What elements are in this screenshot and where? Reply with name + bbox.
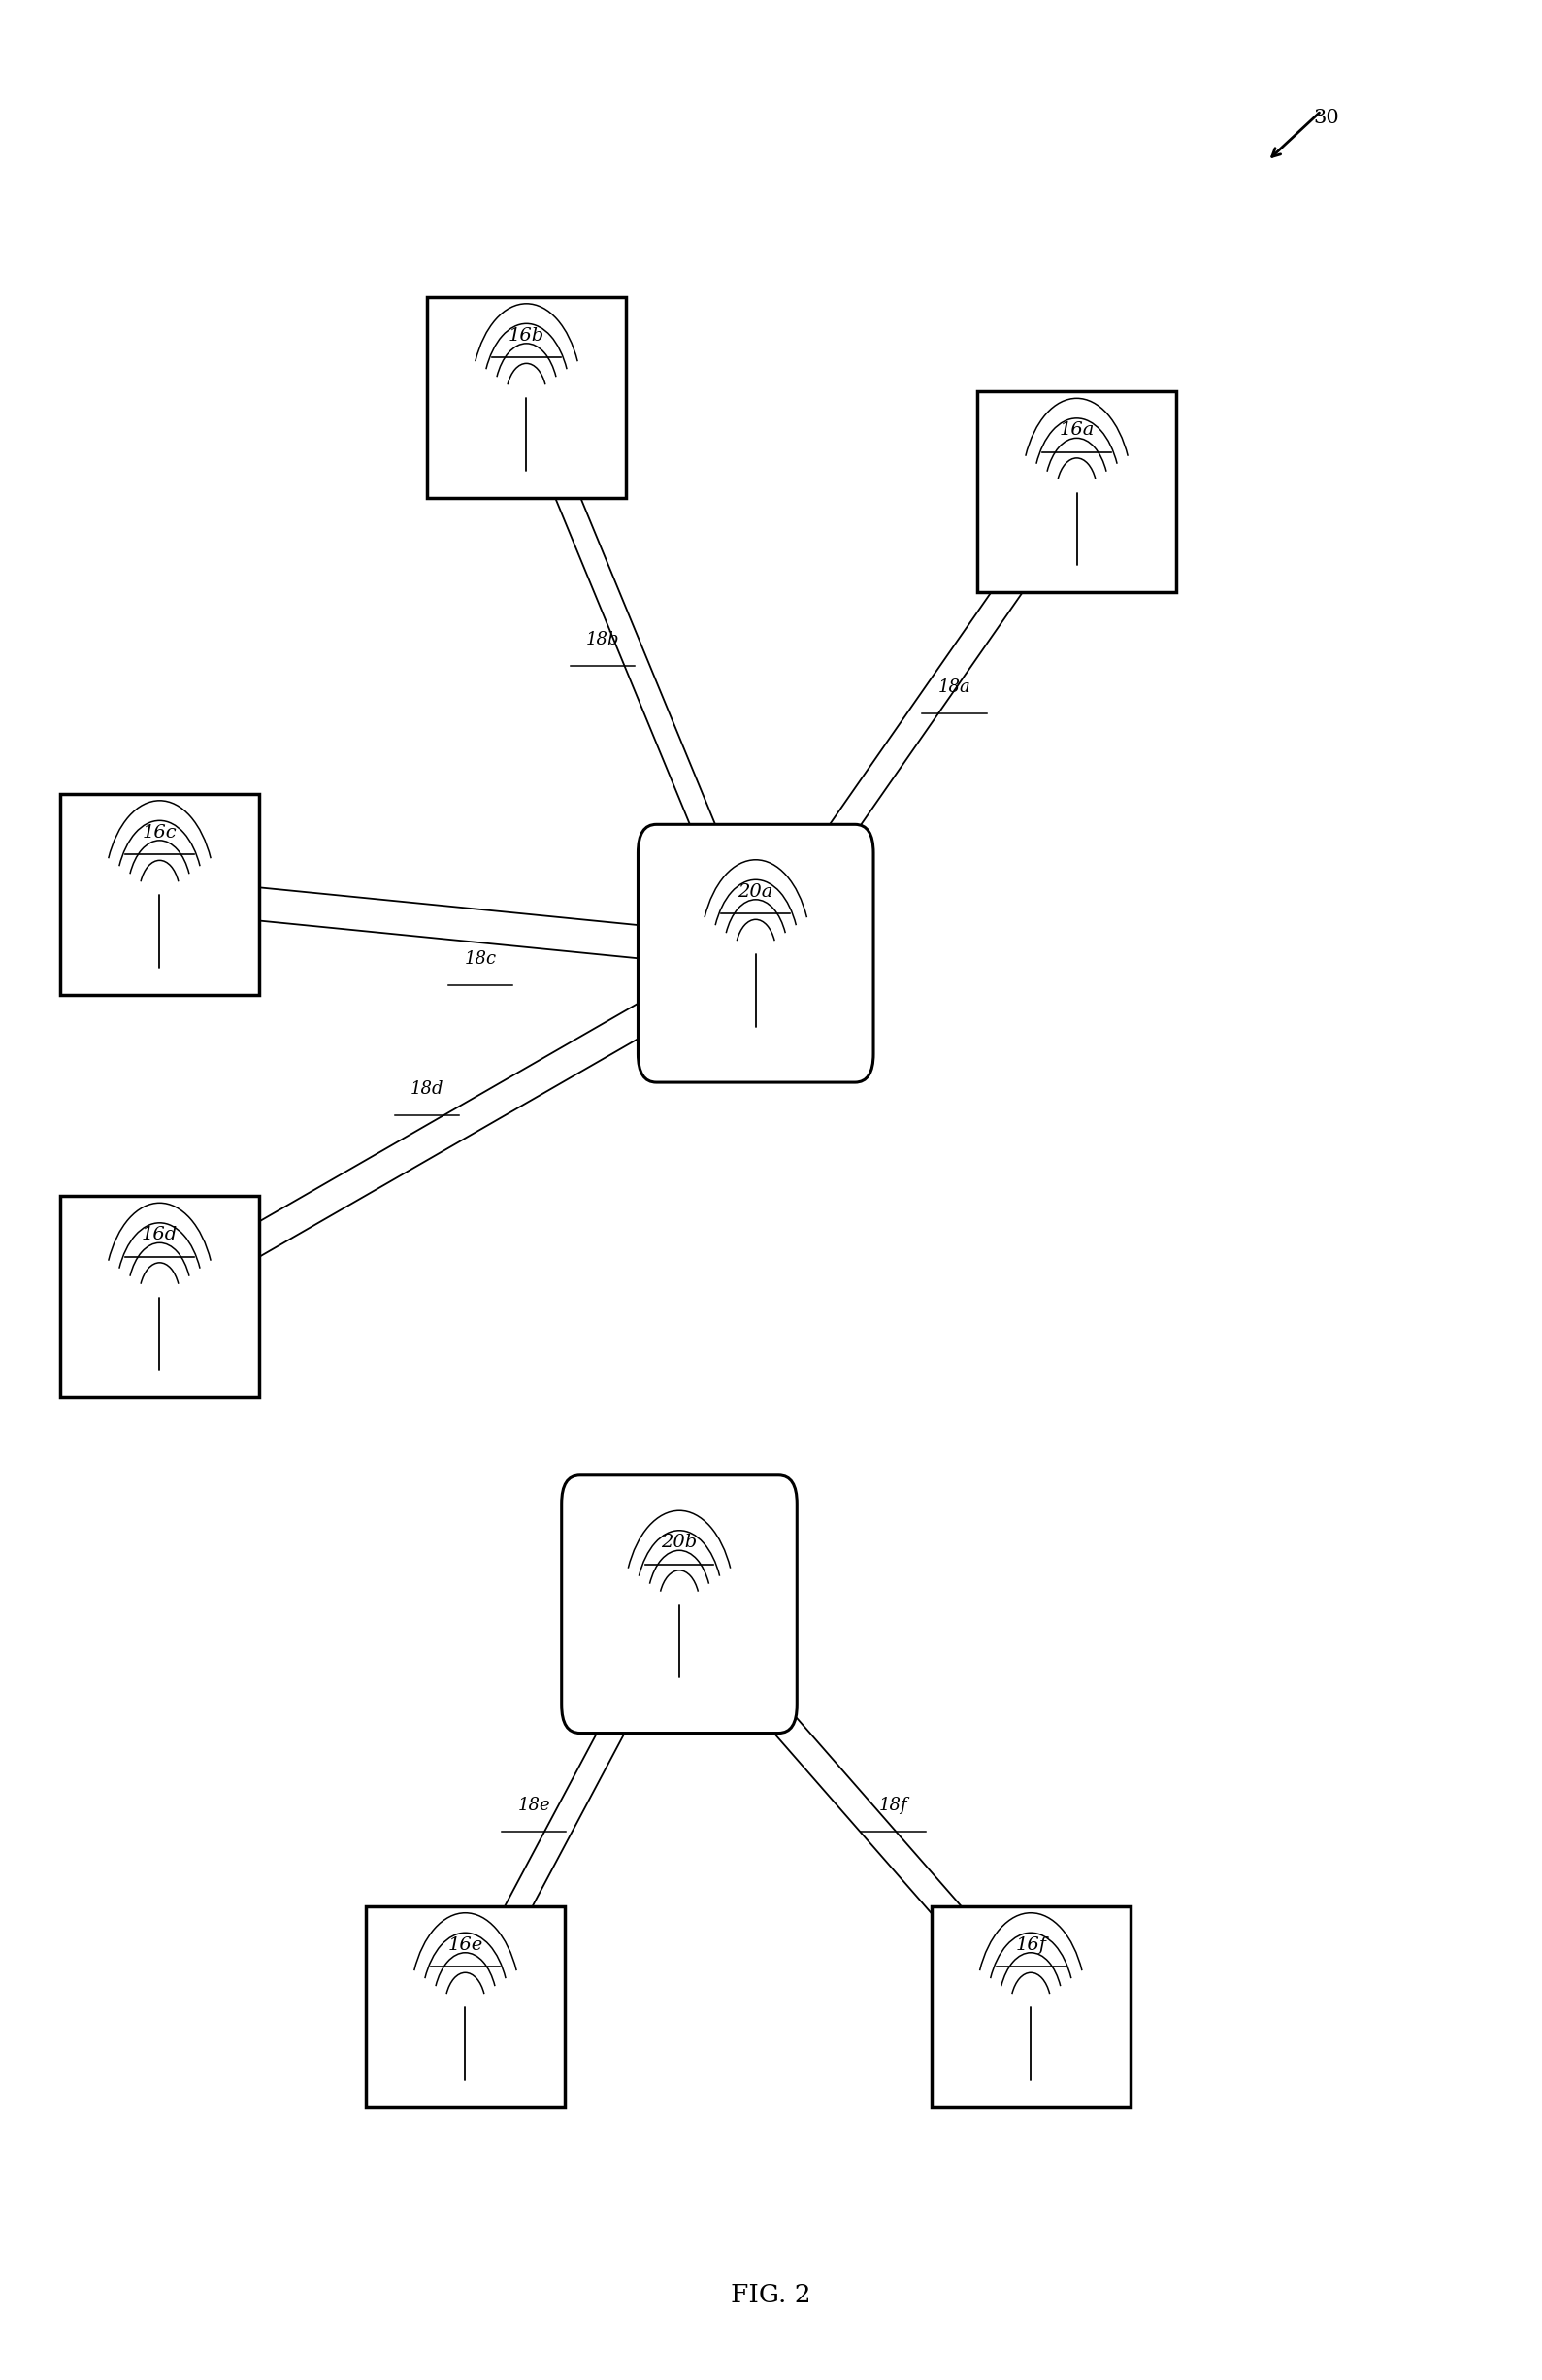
FancyBboxPatch shape bbox=[978, 390, 1177, 593]
Text: 18b: 18b bbox=[586, 631, 620, 647]
FancyBboxPatch shape bbox=[931, 1906, 1130, 2106]
FancyBboxPatch shape bbox=[365, 1906, 564, 2106]
Text: 18a: 18a bbox=[938, 678, 971, 695]
Text: 16f: 16f bbox=[1015, 1935, 1047, 1954]
FancyBboxPatch shape bbox=[60, 793, 259, 995]
Text: 16c: 16c bbox=[142, 823, 177, 840]
Text: 18f: 18f bbox=[879, 1797, 908, 1814]
Text: 30: 30 bbox=[1314, 109, 1340, 126]
FancyBboxPatch shape bbox=[561, 1476, 797, 1733]
Text: 18e: 18e bbox=[518, 1797, 550, 1814]
FancyBboxPatch shape bbox=[638, 823, 873, 1083]
Text: 16e: 16e bbox=[447, 1935, 483, 1954]
Text: 20a: 20a bbox=[739, 883, 774, 900]
Text: 20b: 20b bbox=[662, 1533, 697, 1552]
FancyBboxPatch shape bbox=[60, 1195, 259, 1397]
Text: 18d: 18d bbox=[410, 1081, 444, 1097]
Text: 18c: 18c bbox=[464, 950, 497, 969]
FancyBboxPatch shape bbox=[427, 298, 626, 497]
Text: 16d: 16d bbox=[142, 1226, 177, 1245]
Text: FIG. 2: FIG. 2 bbox=[731, 2282, 811, 2306]
Text: 16b: 16b bbox=[509, 326, 544, 345]
Text: 16a: 16a bbox=[1059, 421, 1095, 438]
